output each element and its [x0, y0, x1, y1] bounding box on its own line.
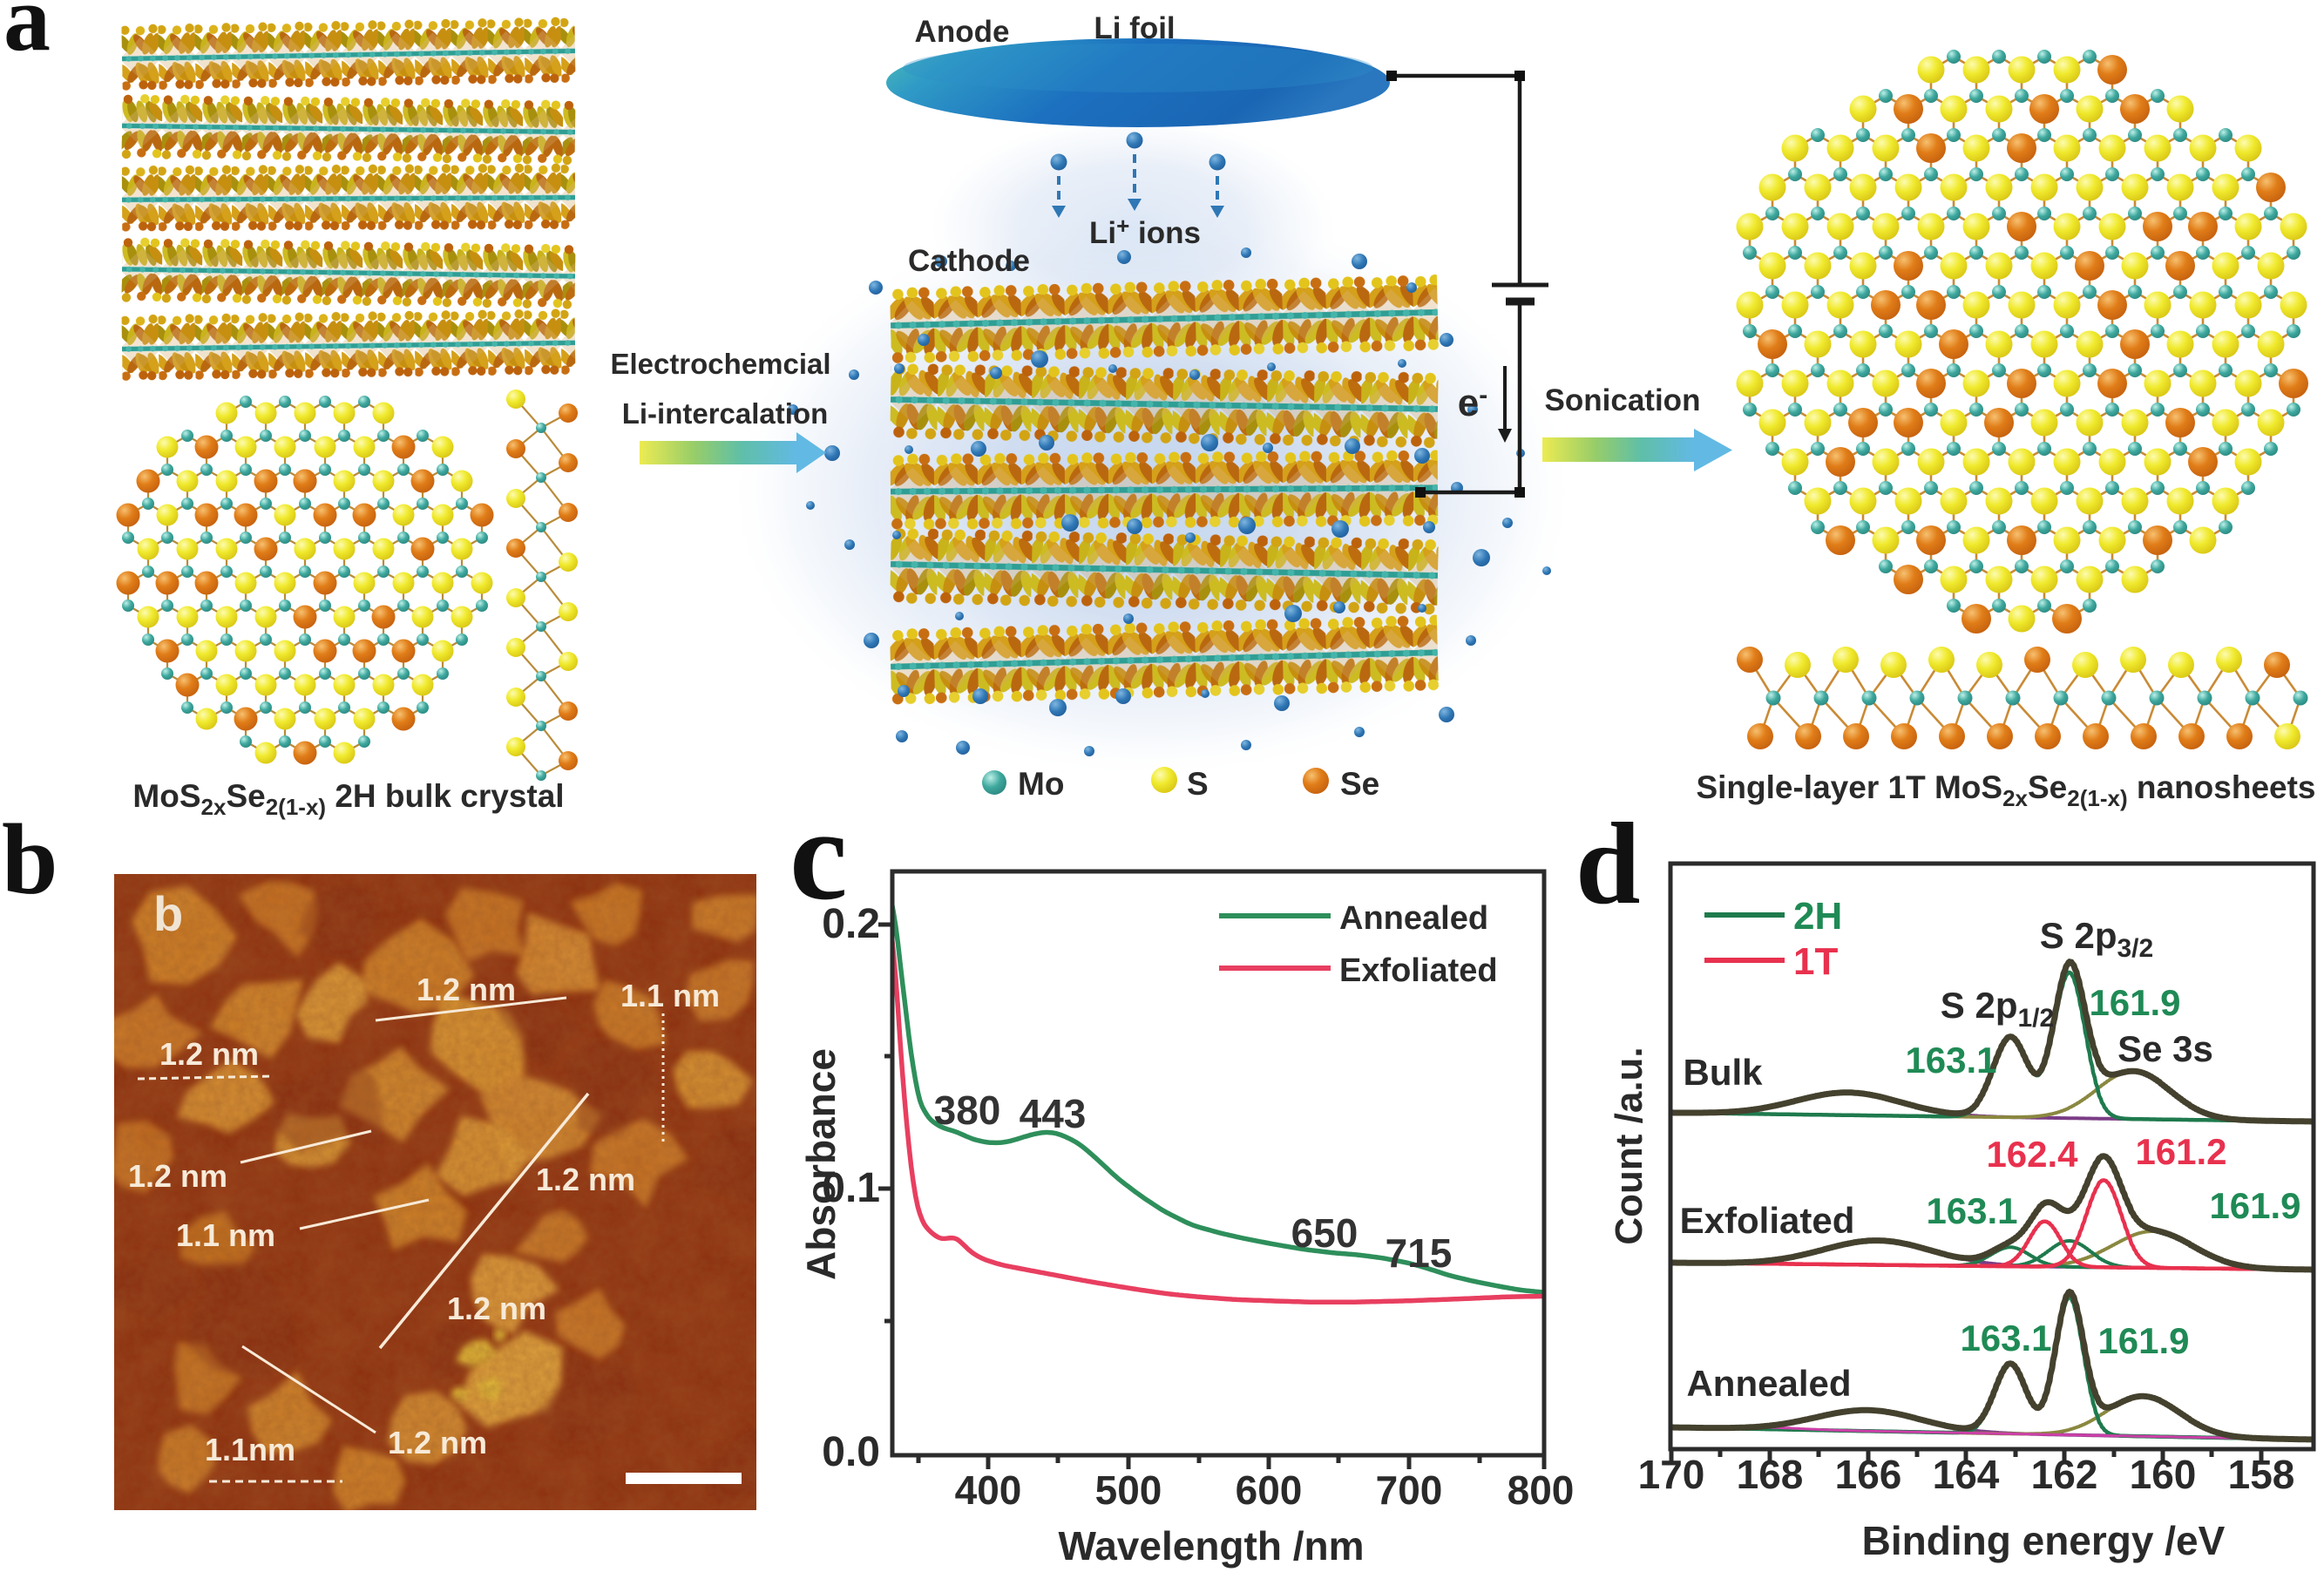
svg-text:Annealed: Annealed	[1339, 900, 1488, 937]
svg-text:Li foil: Li foil	[1094, 11, 1175, 45]
svg-text:0.1: 0.1	[822, 1165, 880, 1211]
svg-text:1T: 1T	[1793, 940, 1838, 983]
svg-text:e-: e-	[1458, 381, 1487, 424]
svg-text:160: 160	[2130, 1452, 2197, 1497]
svg-text:1.1 nm: 1.1 nm	[176, 1217, 275, 1253]
svg-text:b: b	[2, 804, 58, 916]
svg-text:163.1: 163.1	[1960, 1318, 2051, 1359]
svg-text:S: S	[1187, 766, 1209, 802]
svg-text:161.9: 161.9	[2097, 1320, 2189, 1361]
svg-text:380: 380	[934, 1088, 1001, 1133]
svg-text:1.2 nm: 1.2 nm	[159, 1036, 259, 1072]
svg-text:162: 162	[2031, 1452, 2098, 1497]
svg-text:Cathode: Cathode	[908, 244, 1030, 278]
svg-text:Exfoliated: Exfoliated	[1680, 1200, 1855, 1241]
svg-text:Electrochemcial: Electrochemcial	[610, 348, 830, 380]
svg-text:MoS2xSe2(1-x) 2H bulk crystal: MoS2xSe2(1-x) 2H bulk crystal	[132, 778, 564, 820]
svg-text:Count /a.u.: Count /a.u.	[1608, 1047, 1650, 1244]
svg-text:S 2p3/2: S 2p3/2	[2040, 915, 2153, 963]
svg-text:715: 715	[1386, 1230, 1453, 1276]
svg-text:Wavelength /nm: Wavelength /nm	[1059, 1523, 1365, 1569]
svg-text:Se 3s: Se 3s	[2117, 1028, 2213, 1069]
svg-text:d: d	[1575, 799, 1641, 928]
svg-text:650: 650	[1291, 1210, 1358, 1256]
svg-text:2H: 2H	[1793, 895, 1842, 938]
svg-text:800: 800	[1508, 1467, 1575, 1513]
svg-text:443: 443	[1020, 1091, 1087, 1136]
svg-text:1.2 nm: 1.2 nm	[417, 972, 516, 1007]
svg-text:161.9: 161.9	[2209, 1185, 2300, 1226]
svg-text:Anode: Anode	[915, 15, 1010, 49]
svg-text:163.1: 163.1	[1926, 1190, 2017, 1231]
svg-text:Single-layer 1T MoS2xSe2(1-x): Single-layer 1T MoS2xSe2(1-x) nanosheets	[1696, 769, 2315, 811]
svg-text:Annealed: Annealed	[1686, 1363, 1851, 1404]
svg-text:700: 700	[1376, 1467, 1443, 1513]
svg-text:c: c	[789, 783, 848, 927]
svg-text:1.1nm: 1.1nm	[205, 1432, 295, 1467]
svg-text:500: 500	[1095, 1467, 1162, 1513]
svg-text:0.2: 0.2	[822, 901, 880, 947]
svg-text:1.2 nm: 1.2 nm	[128, 1158, 227, 1194]
svg-text:Bulk: Bulk	[1683, 1052, 1763, 1093]
svg-text:170: 170	[1638, 1452, 1705, 1497]
svg-text:164: 164	[1933, 1452, 2000, 1497]
svg-text:1.2 nm: 1.2 nm	[536, 1162, 635, 1197]
svg-text:Mo: Mo	[1018, 766, 1064, 802]
svg-text:Exfoliated: Exfoliated	[1339, 952, 1498, 989]
svg-text:Li-intercalation: Li-intercalation	[622, 397, 829, 430]
svg-text:0.0: 0.0	[822, 1429, 880, 1475]
svg-text:163.1: 163.1	[1905, 1040, 1996, 1081]
svg-text:Sonication: Sonication	[1545, 383, 1701, 417]
svg-text:1.2 nm: 1.2 nm	[447, 1291, 546, 1326]
svg-text:Absorbance: Absorbance	[798, 1048, 844, 1280]
svg-text:600: 600	[1236, 1467, 1303, 1513]
svg-text:S 2p1/2: S 2p1/2	[1941, 985, 2054, 1033]
svg-text:168: 168	[1737, 1452, 1804, 1497]
svg-text:400: 400	[955, 1467, 1022, 1513]
svg-text:Li+ ions: Li+ ions	[1089, 213, 1201, 250]
svg-text:158: 158	[2228, 1452, 2295, 1497]
svg-text:162.4: 162.4	[1986, 1134, 2078, 1175]
svg-text:161.2: 161.2	[2135, 1131, 2226, 1172]
svg-text:a: a	[3, 0, 51, 71]
svg-text:166: 166	[1835, 1452, 1902, 1497]
svg-text:Se: Se	[1340, 766, 1379, 802]
svg-text:1.1 nm: 1.1 nm	[620, 978, 720, 1013]
svg-text:1.2 nm: 1.2 nm	[388, 1425, 487, 1460]
svg-text:Binding energy /eV: Binding energy /eV	[1862, 1518, 2226, 1563]
svg-text:b: b	[153, 886, 183, 941]
svg-text:161.9: 161.9	[2089, 982, 2180, 1023]
